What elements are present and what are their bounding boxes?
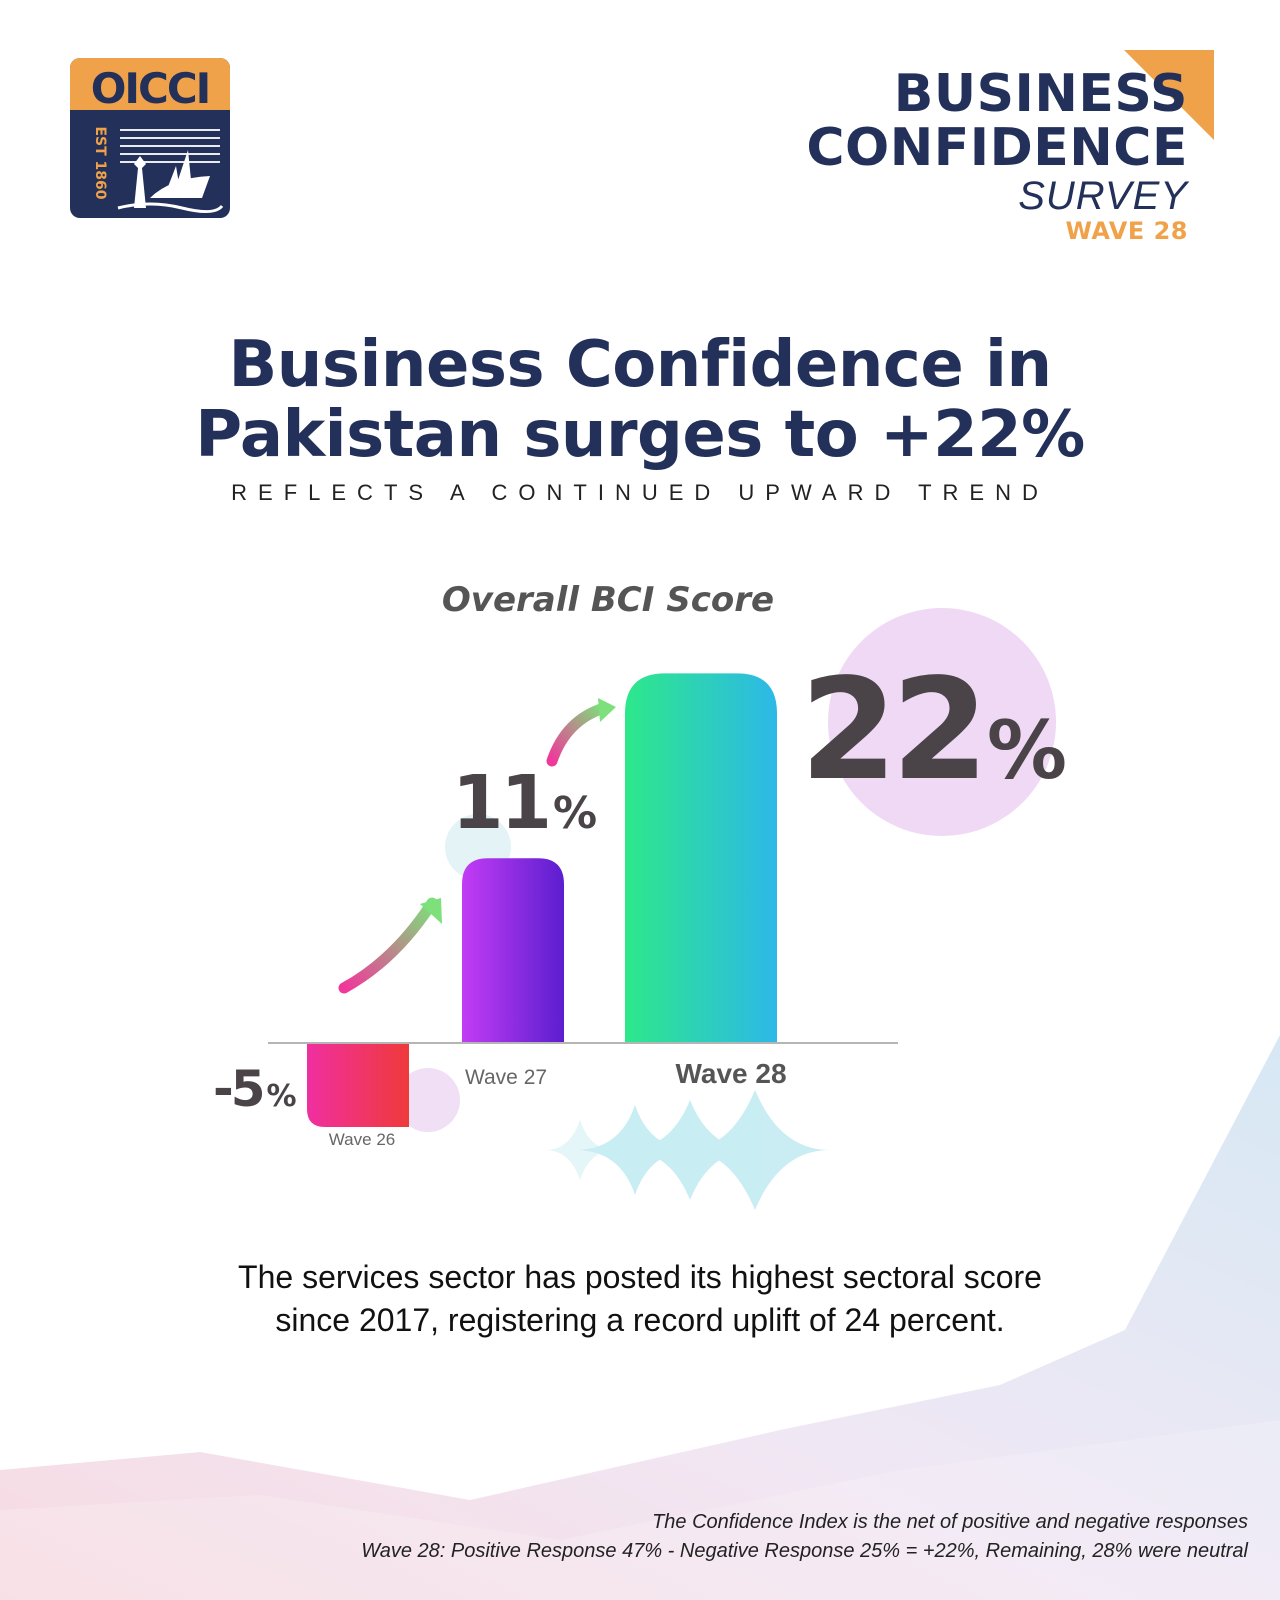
brand-wave: WAVE 28 xyxy=(1065,217,1188,245)
footnote-definition: The Confidence Index is the net of posit… xyxy=(652,1511,1248,1533)
logo-text: OICCI xyxy=(91,64,210,113)
category-label-wave-28: Wave 28 xyxy=(675,1058,786,1089)
bar-wave-27 xyxy=(462,858,564,1043)
headline-line-2: Pakistan surges to +22% xyxy=(195,398,1085,472)
value-label-wave-27: 11% xyxy=(452,760,596,846)
category-label-wave-26: Wave 26 xyxy=(329,1130,395,1149)
chart-title: Overall BCI Score xyxy=(442,580,774,620)
sparkle-decoration xyxy=(545,1090,830,1210)
value-label-wave-26: -5% xyxy=(213,1060,297,1118)
footnote-calculation: Wave 28: Positive Response 47% - Negativ… xyxy=(361,1540,1248,1562)
page-subheadline: REFLECTS A CONTINUED UPWARD TREND xyxy=(231,480,1049,505)
summary-text: The services sector has posted its highe… xyxy=(238,1259,1042,1338)
boat-icon xyxy=(150,150,210,198)
headline-line-1: Business Confidence in xyxy=(228,328,1053,402)
trend-arrow-2 xyxy=(546,698,616,767)
lighthouse-icon xyxy=(134,156,146,208)
bar-wave-28 xyxy=(625,673,777,1043)
value-label-wave-28: 22% xyxy=(800,649,1065,812)
category-label-wave-27: Wave 27 xyxy=(465,1066,547,1089)
brand-survey: SURVEY xyxy=(1018,174,1188,218)
survey-brand: BUSINESS CONFIDENCE SURVEY WAVE 28 xyxy=(754,50,1214,252)
page-headline: Business Confidence in Pakistan surges t… xyxy=(0,330,1280,470)
trend-arrow-1 xyxy=(338,897,442,994)
logo-est-text: EST 1860 xyxy=(92,126,108,199)
highlight-circle-bottom xyxy=(396,1068,460,1132)
bar-wave-26 xyxy=(307,1043,409,1127)
bci-bar-chart: Overall BCI Score Wave 26 Wave 27 Wave 28 -… xyxy=(213,580,1071,1210)
brand-confidence: CONFIDENCE xyxy=(806,118,1188,178)
brand-business: BUSINESS xyxy=(893,64,1188,124)
highlight-circle-large xyxy=(828,608,1056,836)
brand-corner-accent xyxy=(1124,50,1214,140)
oicci-logo: OICCI EST 1860 xyxy=(70,58,230,218)
